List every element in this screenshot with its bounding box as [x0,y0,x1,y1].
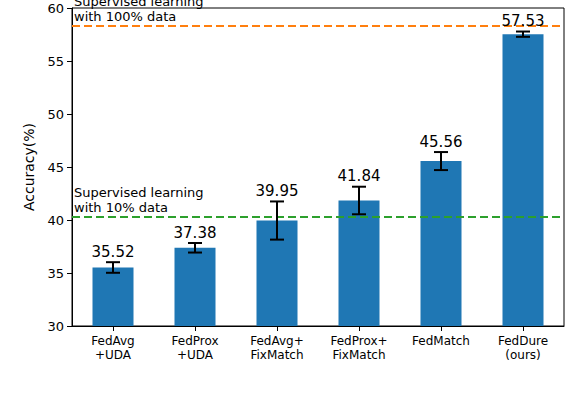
svg-text:with 10% data: with 10% data [74,200,168,215]
svg-text:FixMatch: FixMatch [250,348,303,362]
svg-text:55: 55 [47,54,64,69]
svg-text:FixMatch: FixMatch [332,348,385,362]
svg-text:FedAvg: FedAvg [91,334,134,348]
svg-text:Supervised learning: Supervised learning [74,0,204,9]
svg-text:FedDure: FedDure [498,334,548,348]
svg-text:(ours): (ours) [505,348,541,362]
svg-text:30: 30 [47,319,64,334]
svg-text:39.95: 39.95 [256,182,299,200]
svg-text:45.56: 45.56 [420,133,463,151]
svg-text:FedProx: FedProx [171,334,218,348]
svg-text:60: 60 [47,1,64,16]
svg-text:Supervised learning: Supervised learning [74,185,204,200]
svg-text:FedMatch: FedMatch [412,334,470,348]
svg-text:45: 45 [47,160,64,175]
svg-text:+UDA: +UDA [95,348,132,362]
svg-text:57.53: 57.53 [502,12,545,30]
svg-text:41.84: 41.84 [338,167,381,185]
svg-text:FedProx+: FedProx+ [330,334,387,348]
svg-text:50: 50 [47,107,64,122]
svg-text:FedAvg+: FedAvg+ [250,334,304,348]
svg-text:37.38: 37.38 [174,224,217,242]
svg-text:35.52: 35.52 [92,243,135,261]
svg-text:40: 40 [47,213,64,228]
svg-text:with 100% data: with 100% data [74,9,176,24]
svg-text:+UDA: +UDA [177,348,214,362]
svg-text:35: 35 [47,266,64,281]
svg-text:Accuracy(%): Accuracy(%) [21,123,37,211]
